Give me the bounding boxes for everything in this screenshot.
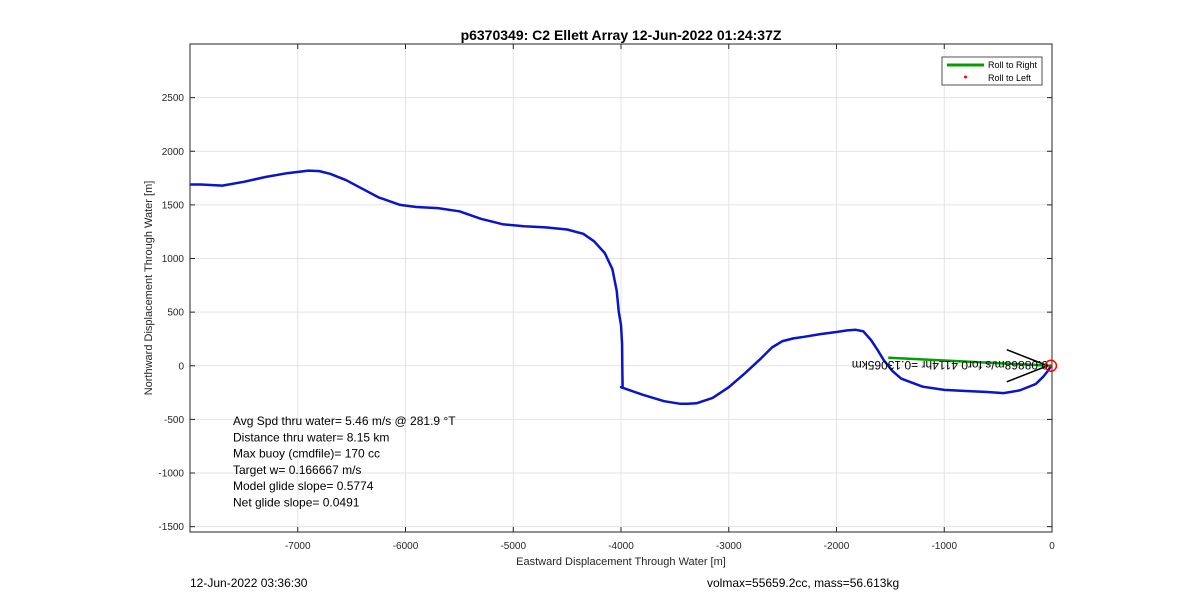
y-tick-label: 1000 (162, 254, 185, 265)
y-tick-label: 0 (178, 361, 184, 372)
footer-vol-mass: volmax=55659.2cc, mass=56.613kg (707, 576, 900, 590)
legend-roll-left-swatch (964, 75, 967, 79)
annotation-line: Distance thru water= 8.15 km (233, 430, 389, 444)
x-axis-label: Eastward Displacement Through Water [m] (516, 556, 726, 568)
end-position-marker (1044, 359, 1058, 373)
annotation-line: Target w= 0.166667 m/s (233, 463, 361, 477)
x-tick-label: -1000 (931, 541, 957, 552)
y-tick-label: -1000 (158, 469, 184, 480)
annotation-line: Model glide slope= 0.5774 (233, 479, 374, 493)
y-tick-label: -500 (164, 415, 184, 426)
x-tick-label: -3000 (716, 541, 742, 552)
y-axis-label: Northward Displacement Through Water [m] (143, 181, 155, 396)
roll-left-point (1049, 364, 1053, 368)
y-tick-label: 2000 (162, 147, 185, 158)
footer-timestamp: 12-Jun-2022 03:36:30 (190, 576, 308, 590)
current-arrow-lower (1006, 365, 1048, 383)
glider-track-line (190, 169, 1053, 406)
grid-layer (190, 44, 1053, 532)
y-tick-label: 500 (167, 308, 184, 319)
tick-layer: -7000 -6000 -5000 -4000 -3000 -2000 -1000 0-150… (158, 44, 1055, 552)
chart-title: p6370349: C2 Ellett Array 12-Jun-2022 01… (461, 27, 782, 43)
plot-area-border (189, 43, 1053, 533)
x-tick-label: -5000 (500, 541, 526, 552)
current-label: 0.08868m/s for0.4114hr =0.13065km (852, 358, 1048, 372)
annotation-line: Avg Spd thru water= 5.46 m/s @ 281.9 °T (233, 414, 456, 428)
legend-roll-right-label: Roll to Right (988, 60, 1038, 70)
x-tick-label: -7000 (285, 541, 311, 552)
series-layer: 0.08868m/s for0.4114hr =0.13065km (190, 169, 1058, 406)
annotation-line: Net glide slope= 0.0491 (233, 496, 360, 510)
annotation-block: Avg Spd thru water= 5.46 m/s @ 281.9 °T D… (233, 414, 456, 510)
legend-roll-left-label: Roll to Left (988, 73, 1032, 83)
roll-right-segment (888, 356, 1051, 368)
y-tick-label: -1500 (158, 522, 184, 533)
x-tick-label: -2000 (824, 541, 850, 552)
y-tick-label: 1500 (162, 200, 185, 211)
annotation-line: Max buoy (cmdfile)= 170 cc (233, 447, 380, 461)
legend: Roll to Right Roll to Left (941, 56, 1043, 86)
legend-box (941, 56, 1043, 86)
current-arrow-upper (1006, 348, 1048, 367)
y-tick-label: 2500 (162, 93, 185, 104)
x-tick-label: -4000 (608, 541, 634, 552)
x-tick-label: -6000 (393, 541, 419, 552)
x-tick-label: 0 (1049, 541, 1055, 552)
